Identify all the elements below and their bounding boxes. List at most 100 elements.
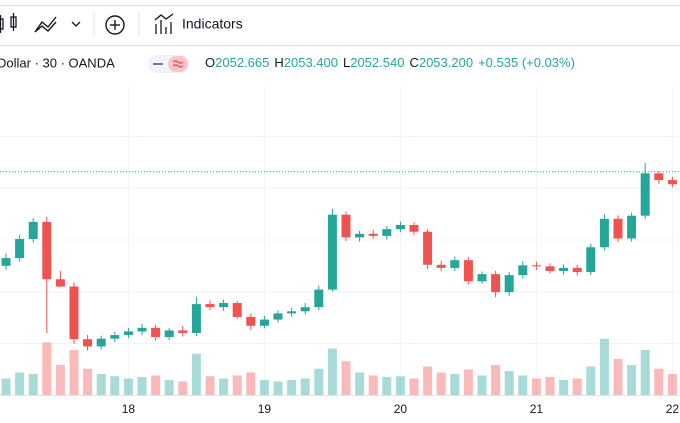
symbol-label: Dollar · 30 · OANDA xyxy=(0,55,115,70)
candle-body xyxy=(654,173,664,181)
ohlc-value: 2053.200 xyxy=(419,55,473,70)
x-tick-label: 21 xyxy=(530,402,544,416)
candle-body xyxy=(599,218,609,248)
candle-body xyxy=(518,265,528,276)
x-tick-label: 20 xyxy=(394,402,408,416)
volume-bar xyxy=(423,366,433,395)
volume-bar xyxy=(137,377,147,395)
candle-body xyxy=(491,274,501,293)
ohlc-key: C xyxy=(409,55,418,70)
volume-bar xyxy=(28,374,38,395)
candle-body xyxy=(110,335,120,339)
candle-body xyxy=(83,339,93,347)
candle-body xyxy=(559,267,569,271)
x-tick-label: 18 xyxy=(122,402,136,416)
volume-bar xyxy=(151,375,161,395)
candle-body xyxy=(205,304,215,308)
ohlc-key: H xyxy=(274,55,283,70)
candle-body xyxy=(55,279,65,287)
ohlc-value: 2053.400 xyxy=(284,55,338,70)
candle-body xyxy=(15,238,25,259)
candle-body xyxy=(232,303,242,317)
volume-bar xyxy=(409,378,419,395)
indicators-button[interactable]: Indicators xyxy=(182,16,243,32)
volume-bar xyxy=(341,361,351,395)
candle-body xyxy=(219,303,229,308)
volume-bar xyxy=(164,380,174,395)
volume-bar xyxy=(586,366,596,395)
volume-bar xyxy=(667,374,677,395)
candle-body xyxy=(627,215,637,239)
candle-body xyxy=(667,180,677,185)
candle-body xyxy=(123,331,133,336)
volume-bar xyxy=(123,378,133,395)
volume-bar xyxy=(640,350,650,395)
volume-bar xyxy=(178,381,188,395)
candle-body xyxy=(137,327,147,332)
dropdown-arrow[interactable] xyxy=(71,21,81,27)
candle-body xyxy=(545,266,555,271)
volume-bar xyxy=(287,380,297,395)
volume-bar xyxy=(314,368,324,395)
volume-bar xyxy=(110,376,120,395)
candle-body xyxy=(613,218,623,239)
volume-bar xyxy=(654,368,664,395)
candle-body xyxy=(151,327,161,338)
candle-body xyxy=(423,231,433,265)
ohlc-key: O xyxy=(205,55,215,70)
candle-body xyxy=(531,265,541,267)
volume-bar xyxy=(382,377,392,395)
market-status-icon xyxy=(172,60,184,68)
indicators-icon[interactable] xyxy=(154,13,174,34)
candle-body xyxy=(273,313,283,320)
volume-bar xyxy=(219,378,229,395)
candle-type-button[interactable] xyxy=(0,13,17,33)
chart-style-button[interactable] xyxy=(34,16,57,33)
volume-bar xyxy=(205,376,215,395)
volume-bar xyxy=(191,353,201,395)
candle-body xyxy=(463,260,473,282)
volume-bar xyxy=(518,375,528,395)
candle-body xyxy=(450,260,460,268)
candle-body xyxy=(69,286,79,340)
volume-bar xyxy=(246,372,256,395)
volume-bar xyxy=(463,369,473,395)
candle-body xyxy=(436,264,446,268)
volume-bar xyxy=(627,365,637,395)
candle-body xyxy=(42,221,52,280)
volume-bar xyxy=(83,368,93,395)
volume-bar xyxy=(259,380,269,395)
volume-bar xyxy=(69,350,79,395)
volume-bar xyxy=(504,371,514,395)
volume-bar xyxy=(1,378,11,395)
ohlc-legend: O2052.665 H2053.400 L2052.540 C2053.200 +0.5… xyxy=(205,55,575,70)
candle-body xyxy=(355,233,365,238)
x-tick-label: 22 xyxy=(666,402,680,416)
volume-bar xyxy=(327,348,337,395)
candle-body xyxy=(164,330,174,338)
volume-bar xyxy=(477,375,487,395)
volume-bar xyxy=(355,372,365,395)
candle-body xyxy=(640,173,650,216)
volume-bar xyxy=(599,338,609,395)
candle-body xyxy=(246,316,256,326)
candle-body xyxy=(504,275,514,293)
ohlc-value: 2052.540 xyxy=(350,55,404,70)
candle-body xyxy=(572,267,582,273)
candle-body xyxy=(191,304,201,333)
candle-body xyxy=(341,214,351,238)
price-change: +0.535 (+0.03%) xyxy=(478,55,575,70)
candle-body xyxy=(409,225,419,232)
volume-bar xyxy=(572,378,582,395)
volume-bar xyxy=(42,342,52,395)
candle-body xyxy=(368,233,378,236)
candle-body xyxy=(395,225,405,230)
candle-body xyxy=(178,330,188,333)
volume-bar xyxy=(368,375,378,395)
compare-button[interactable] xyxy=(105,15,125,35)
ohlc-value: 2052.665 xyxy=(215,55,269,70)
volume-bar xyxy=(450,374,460,395)
volume-bar xyxy=(300,378,310,395)
